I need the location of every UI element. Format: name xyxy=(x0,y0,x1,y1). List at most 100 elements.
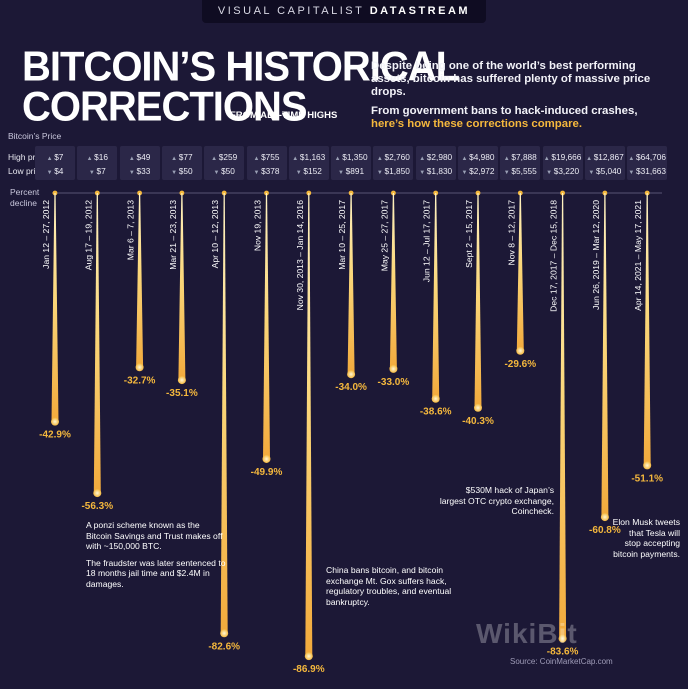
date-label: Jun 26, 2019 – Mar 12, 2020 xyxy=(591,200,601,310)
value-label: -56.3% xyxy=(81,501,113,512)
price-column: ▲ $49 ▼ $33 xyxy=(119,146,160,180)
bar-end-dot xyxy=(135,363,144,372)
correction-bar xyxy=(474,193,482,412)
high-price-value: ▲ $49 xyxy=(120,152,160,162)
low-price-value: ▼ $3,220 xyxy=(543,166,583,176)
triangle-down-icon: ▼ xyxy=(419,170,427,176)
bar-end-dot xyxy=(474,403,482,412)
price-column: ▲ $64,706 ▼ $31,663 xyxy=(627,146,668,180)
correction-bar xyxy=(432,193,440,403)
triangle-down-icon: ▼ xyxy=(171,170,179,176)
intro-text: Despite being one of the world’s best pe… xyxy=(371,60,671,137)
brand-bold: DATASTREAM xyxy=(369,5,471,17)
note-coincheck: $530M hack of Japan’s largest OTC crypto… xyxy=(438,485,554,523)
correction-bar xyxy=(93,193,101,497)
high-price-value: ▲ $4,980 xyxy=(458,152,498,162)
price-column: ▲ $2,760 ▼ $1,850 xyxy=(373,146,414,180)
price-column: ▲ $16 ▼ $7 xyxy=(77,146,118,180)
triangle-up-icon: ▲ xyxy=(211,156,219,162)
high-price-text: $1,163 xyxy=(299,152,326,162)
date-label: Nov 19, 2013 xyxy=(253,200,263,251)
triangle-up-icon: ▲ xyxy=(171,156,179,162)
date-label: Nov 30, 2013 – Jan 14, 2016 xyxy=(295,200,305,311)
high-price-text: $64,706 xyxy=(635,152,666,162)
value-label: -49.9% xyxy=(251,467,283,478)
date-label: Dec 17, 2017 – Dec 15, 2018 xyxy=(549,200,559,312)
value-label: -60.8% xyxy=(589,525,621,536)
price-column: ▲ $7,888 ▼ $5,555 xyxy=(500,146,541,180)
value-label: -83.6% xyxy=(547,647,579,658)
correction-bar xyxy=(136,193,144,371)
high-price-value: ▲ $755 xyxy=(247,152,287,162)
high-price-text: $16 xyxy=(94,152,109,162)
date-label: Mar 21 – 23, 2013 xyxy=(168,200,178,270)
triangle-up-icon: ▲ xyxy=(128,156,137,162)
low-price-text: $50 xyxy=(221,166,235,176)
price-column: ▲ $755 ▼ $378 xyxy=(246,146,287,180)
price-column: ▲ $7 ▼ $4 xyxy=(35,146,75,180)
date-label: Mar 6 – 7, 2013 xyxy=(126,200,136,260)
note-china: China bans bitcoin, and bitcoin exchange… xyxy=(326,565,476,613)
correction-bar xyxy=(263,193,270,463)
bitcoin-price-label: Bitcoin’s Price xyxy=(8,131,62,141)
correction-bar xyxy=(643,193,651,469)
bar-end-dot xyxy=(431,394,440,403)
date-label: Jun 12 – Jul 17, 2017 xyxy=(422,200,432,282)
correction-bar xyxy=(516,193,524,355)
bar-end-dot xyxy=(389,364,398,373)
low-price-value: ▼ $5,555 xyxy=(500,166,540,176)
high-price-value: ▲ $7 xyxy=(35,152,75,162)
price-column: ▲ $1,163 ▼ $152 xyxy=(288,146,329,180)
triangle-down-icon: ▼ xyxy=(213,170,222,176)
triangle-down-icon: ▼ xyxy=(376,170,385,176)
price-column: ▲ $1,350 ▼ $891 xyxy=(331,146,372,180)
high-price-value: ▲ $1,163 xyxy=(289,152,329,162)
value-label: -32.7% xyxy=(124,375,156,386)
low-price-text: $378 xyxy=(261,166,280,176)
low-price-value: ▼ $50 xyxy=(204,166,244,176)
value-label: -40.3% xyxy=(462,416,494,427)
value-label: -42.9% xyxy=(39,430,71,441)
bar-end-dot xyxy=(93,489,102,498)
bar-end-dot xyxy=(643,461,652,470)
intro-line2: From government bans to hack-induced cra… xyxy=(371,105,671,131)
bar-end-dot xyxy=(262,454,271,463)
high-price-text: $19,666 xyxy=(551,152,582,162)
triangle-up-icon: ▲ xyxy=(86,156,95,162)
date-label: Aug 17 – 19, 2012 xyxy=(83,200,93,270)
correction-bar xyxy=(347,193,355,378)
value-label: -34.0% xyxy=(335,382,367,393)
triangle-down-icon: ▼ xyxy=(546,170,554,176)
triangle-down-icon: ▼ xyxy=(503,170,512,176)
intro-line2-white: From government bans to hack-induced cra… xyxy=(371,105,638,117)
low-price-value: ▼ $50 xyxy=(162,166,202,176)
low-price-text: $5,040 xyxy=(596,166,622,176)
high-price-value: ▲ $77 xyxy=(162,152,202,162)
triangle-up-icon: ▲ xyxy=(376,156,385,162)
bar-end-dot xyxy=(600,513,609,522)
note-china-text: China bans bitcoin, and bitcoin exchange… xyxy=(326,565,452,607)
note-ponzi: A ponzi scheme known as the Bitcoin Savi… xyxy=(86,520,226,595)
high-price-text: $77 xyxy=(178,152,193,162)
value-label: -86.9% xyxy=(293,664,325,675)
high-price-value: ▲ $64,706 xyxy=(627,152,667,162)
low-price-text: $4 xyxy=(54,166,64,176)
triangle-up-icon: ▲ xyxy=(334,156,343,162)
triangle-down-icon: ▼ xyxy=(461,170,470,176)
date-label: Jan 12 – 27, 2012 xyxy=(41,200,51,269)
date-label: Apr 10 – 12, 2013 xyxy=(210,200,220,269)
intro-line1: Despite being one of the world’s best pe… xyxy=(371,60,651,98)
low-price-text: $3,220 xyxy=(553,166,580,176)
value-label: -82.6% xyxy=(208,641,240,652)
page-title-line1: BITCOIN’S HISTORICAL xyxy=(22,43,460,91)
price-column: ▲ $4,980 ▼ $2,972 xyxy=(458,146,498,180)
date-label: Mar 10 – 25, 2017 xyxy=(337,200,347,270)
top-brand-bar: VISUAL CAPITALIST DATASTREAM xyxy=(0,0,688,26)
price-column: ▲ $259 ▼ $50 xyxy=(204,146,245,180)
low-price-value: ▼ $4 xyxy=(35,166,75,176)
high-price-text: $7,888 xyxy=(511,152,537,162)
low-price-text: $31,663 xyxy=(635,166,666,176)
triangle-down-icon: ▼ xyxy=(588,170,596,176)
triangle-up-icon: ▲ xyxy=(46,156,55,162)
